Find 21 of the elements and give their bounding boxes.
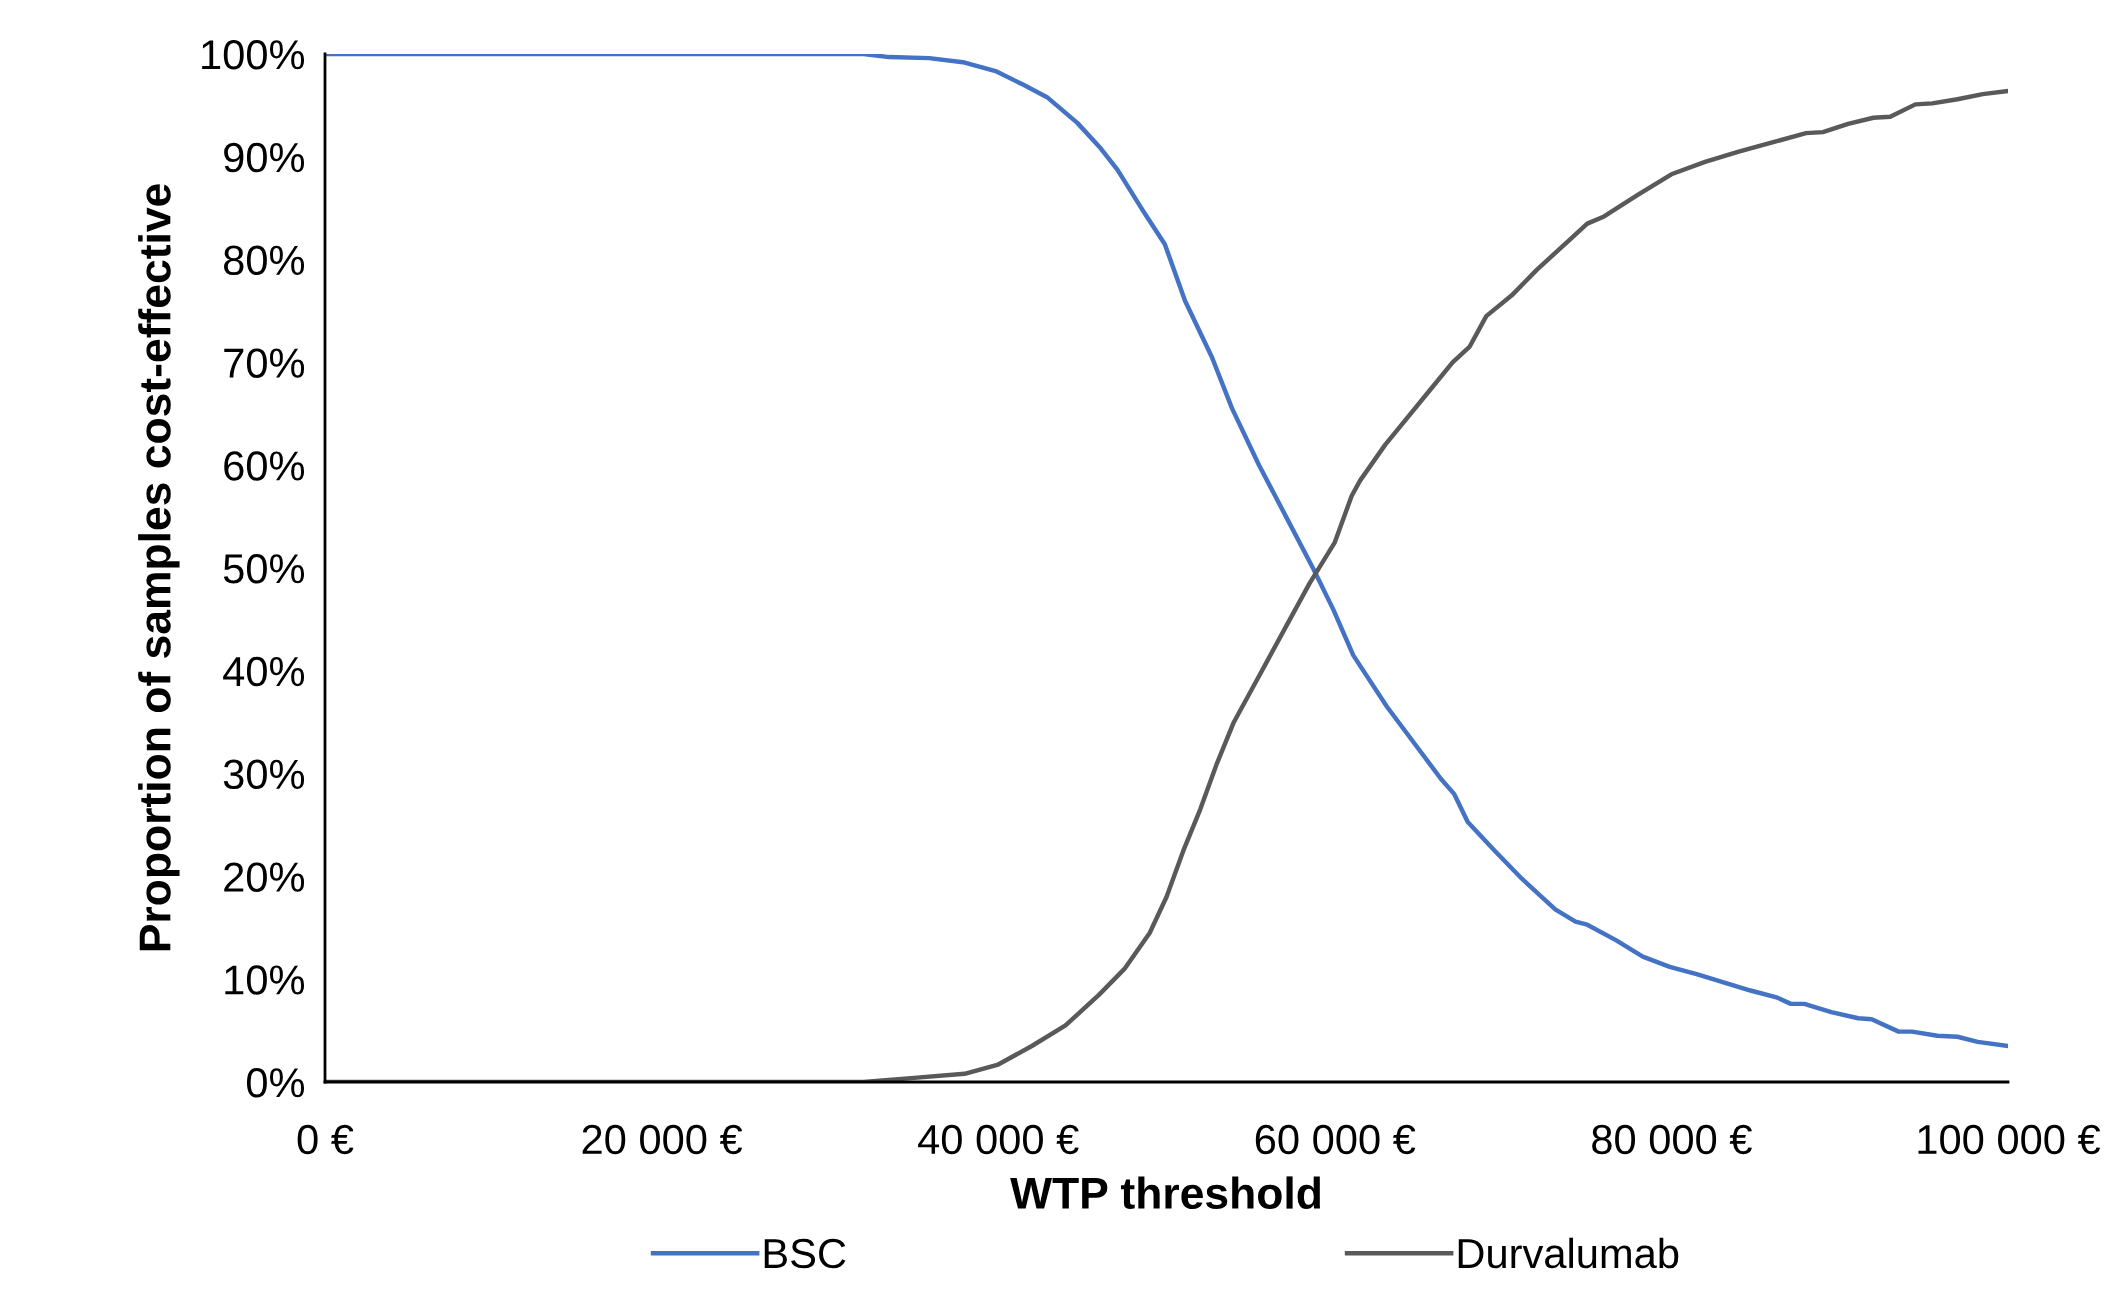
y-tick-label: 10% — [225, 965, 305, 995]
legend-label: BSC — [764, 1238, 846, 1269]
x-axis-title: WTP threshold — [1010, 1176, 1320, 1210]
y-tick-label: 40% — [223, 656, 305, 687]
y-tick-label: 50% — [223, 554, 305, 584]
x-tick-label: 80 000 € — [1592, 1124, 1752, 1155]
y-tick-label: 60% — [224, 451, 305, 481]
x-tick-label: 100 000 € — [1918, 1124, 2101, 1155]
y-tick-label: 100% — [202, 40, 305, 70]
x-tick-label: 20 000 € — [582, 1124, 743, 1155]
x-tick-label: 40 000 € — [918, 1124, 1079, 1155]
y-axis-title: Proportion of samples cost-effective — [138, 184, 180, 951]
x-tick-label: 0 € — [297, 1124, 354, 1155]
y-tick-label: 70% — [224, 348, 305, 378]
legend-label: Durvalumab — [1458, 1237, 1679, 1269]
y-tick-label: 90% — [224, 142, 305, 173]
y-tick-label: 20% — [224, 862, 305, 892]
y-tick-label: 0% — [246, 1068, 305, 1098]
y-tick-label: 30% — [223, 759, 305, 790]
x-tick-label: 60 000 € — [1255, 1124, 1416, 1155]
y-tick-label: 80% — [223, 245, 305, 276]
